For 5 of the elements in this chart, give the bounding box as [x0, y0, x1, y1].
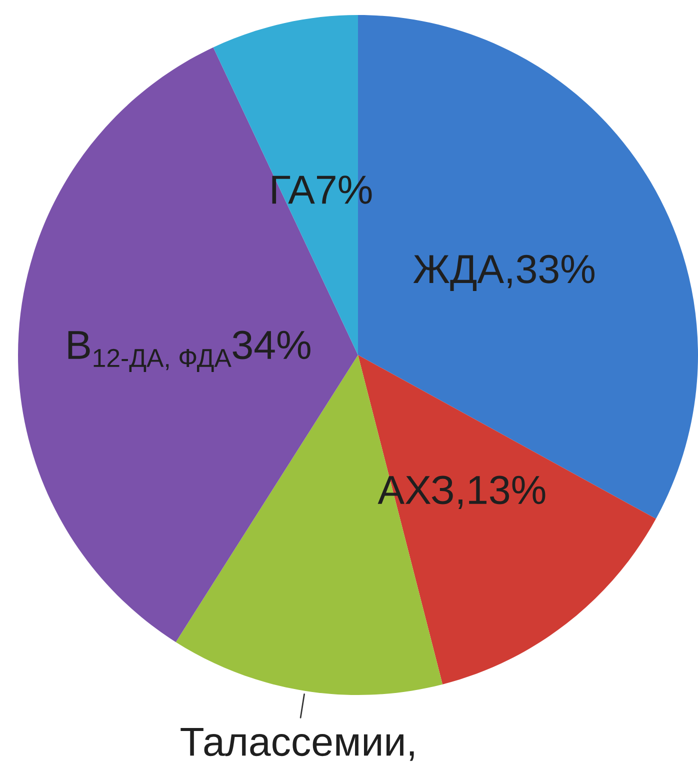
slice-label: Талассемии,	[180, 728, 414, 761]
slice-label: ГА7%	[272, 176, 372, 204]
data-label: 34%	[232, 330, 310, 360]
slice-label: ЖДА,33%	[413, 254, 594, 291]
pie-slice	[358, 355, 656, 684]
